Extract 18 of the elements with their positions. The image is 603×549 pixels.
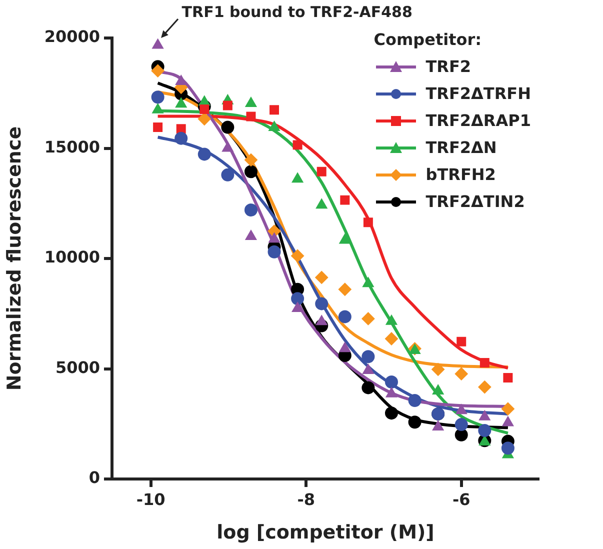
legend-title: Competitor: (374, 30, 483, 49)
x-tick-label: -6 (452, 490, 470, 509)
legend-label: TRF2ΔN (426, 138, 497, 157)
legend-label: TRF2 (426, 57, 472, 76)
legend-label: bTRFH2 (426, 165, 496, 184)
annotation: TRF1 bound to TRF2-AF488 (182, 3, 412, 22)
y-axis-title: Normalized fluorescence (3, 126, 26, 391)
y-tick-label: 20000 (44, 27, 100, 46)
x-tick-label: -10 (136, 490, 166, 509)
y-tick-label: 5000 (55, 358, 100, 377)
legend-label: TRF2ΔTRFH (426, 84, 531, 103)
y-tick-label: 0 (88, 468, 100, 488)
legend-label: TRF2ΔRAP1 (426, 111, 531, 130)
y-tick-label: 15000 (44, 137, 100, 156)
x-axis-title: log [competitor (M)] (216, 522, 434, 544)
x-tick-label: -8 (297, 490, 315, 509)
legend-label: TRF2ΔTIN2 (426, 192, 525, 211)
y-tick-label: 10000 (44, 248, 100, 267)
